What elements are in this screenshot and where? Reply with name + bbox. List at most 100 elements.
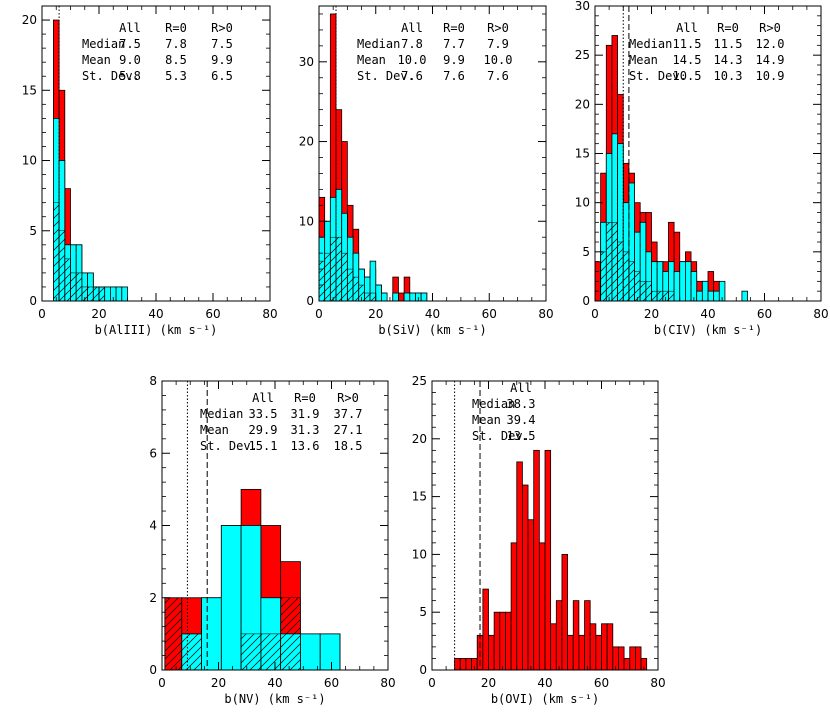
stats-value: 7.8 [401,37,423,51]
stats-value: 11.5 [714,37,743,51]
bar-rpos [651,291,658,301]
bar-all [550,623,557,671]
stats-value: 14.3 [714,53,743,67]
stats-value: 27.1 [334,423,363,437]
bar-rpos [76,272,82,301]
stats-row-label: Median [472,397,515,411]
stats-header: R=0 [294,391,316,405]
y-tick-label: 5 [29,224,37,238]
x-tick-label: 20 [481,676,496,690]
stats-value: 7.8 [165,37,187,51]
bar-r0 [201,597,222,671]
y-tick-label: 20 [412,432,427,446]
y-tick-label: 10 [22,154,37,168]
y-tick-label: 20 [22,13,37,27]
stats-value: 7.6 [401,69,423,83]
stats-header: R>0 [337,391,359,405]
x-tick-label: 20 [368,307,383,321]
stats-value: 5.3 [165,69,187,83]
bar-all [601,623,608,671]
y-tick-label: 15 [412,490,427,504]
x-tick-label: 0 [428,676,436,690]
x-tick-label: 80 [262,307,277,321]
y-tick-label: 30 [299,55,314,69]
stats-value: 10.0 [398,53,427,67]
bar-r0 [121,286,128,302]
bar-all [629,646,636,671]
bar-all [482,588,489,671]
stats-header: R>0 [211,21,233,35]
bar-rpos [53,202,60,301]
histogram-panel-civ: 0 20 40 60 80 0 5 10 15 20 25 30 b(CIV) (km s⁻¹) All R… [575,0,829,337]
bar-r0 [403,292,411,302]
bar-r0 [420,292,428,302]
x-tick-label: 0 [315,307,323,321]
bar-all [578,634,585,671]
stats-value: 39.4 [507,413,536,427]
bar-all [522,484,529,671]
y-tick-label: 25 [412,374,427,388]
bar-r0 [673,271,681,302]
bar-rpos [628,261,635,301]
stats-row-label: St. Dev. [629,69,687,83]
bar-all [561,554,569,671]
bar-r0 [375,284,382,302]
y-tick-label: 10 [412,547,427,561]
x-axis-label: b(CIV) (km s⁻¹) [654,323,762,337]
x-tick-label: 60 [205,307,220,321]
stats-value: 13.5 [507,429,536,443]
stats-value: 11.5 [673,37,702,51]
stats-value: 14.9 [756,53,785,67]
y-tick-label: 25 [575,48,590,62]
stats-value: 10.9 [756,69,785,83]
x-tick-label: 80 [813,307,828,321]
bar-all [572,600,580,671]
x-tick-label: 0 [591,307,599,321]
bar-all [584,600,591,671]
bar-rpos [280,597,301,670]
stats-value: 10.3 [714,69,743,83]
bar-r0 [104,286,111,302]
stats-row-label: Mean [357,53,386,67]
bar-all [499,611,506,671]
bar-rpos [606,222,612,301]
histogram-panel-nv: 0 20 40 60 80 0 2 4 6 8 b(NV) (km s⁻¹) All R=0 R>0 Med… [149,374,395,706]
bar-r0 [300,633,321,671]
y-tick-label: 0 [29,294,37,308]
bar-all [459,658,467,671]
stats-value: 5.8 [119,69,141,83]
bar-rpos [347,269,354,301]
stats-value: 7.5 [211,37,233,51]
stats-header: R=0 [443,21,465,35]
stats-value: 9.9 [443,53,465,67]
bar-r0 [115,286,123,302]
bar-r0 [679,261,686,302]
stats-value: 18.5 [334,439,363,453]
bar-rpos [623,251,629,301]
bar-rpos [336,237,342,301]
stats-header: All [510,381,532,395]
bar-all [595,634,602,671]
bar-rpos [600,251,607,301]
bar-rpos [611,222,618,301]
stats-row-label: Mean [629,53,658,67]
x-axis-label: b(OVI) (km s⁻¹) [491,692,599,706]
x-tick-label: 60 [324,676,339,690]
bar-r0 [685,261,692,302]
bar-r0 [409,292,416,302]
stats-header: All [119,21,141,35]
bar-all [454,658,461,671]
bar-all [527,519,535,671]
x-tick-label: 60 [757,307,772,321]
bar-rpos [99,286,105,301]
y-tick-label: 20 [575,97,590,111]
bar-rpos [341,253,348,301]
y-tick-label: 2 [149,591,157,605]
x-tick-label: 80 [538,307,553,321]
x-tick-label: 40 [267,676,282,690]
bar-rpos [64,258,71,301]
bar-all [589,623,597,671]
stats-value: 13.6 [291,439,320,453]
stats-row-label: Mean [472,413,501,427]
bar-r0 [701,280,709,302]
